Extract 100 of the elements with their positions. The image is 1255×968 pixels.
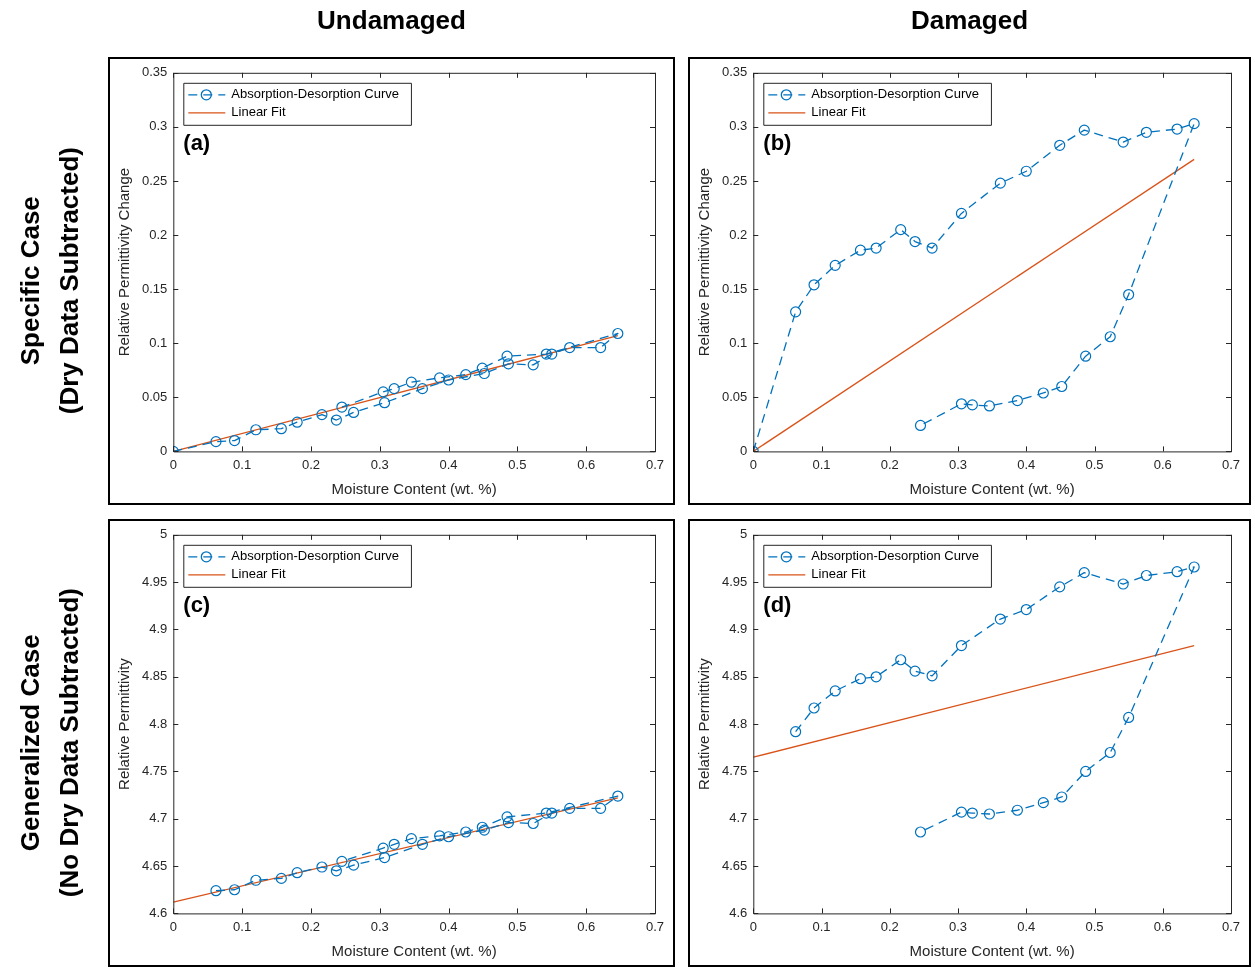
point bbox=[377, 842, 389, 854]
point bbox=[316, 861, 328, 873]
point bbox=[1056, 791, 1068, 803]
x-tick-label: 0.6 bbox=[577, 918, 596, 934]
point bbox=[955, 806, 968, 818]
point bbox=[926, 670, 938, 682]
y-tick-label: 0.1 bbox=[729, 334, 748, 350]
y-tick-label: 4.7 bbox=[149, 810, 168, 826]
y-tick-label: 0.35 bbox=[141, 64, 168, 80]
y-tick-label: 0 bbox=[740, 442, 748, 458]
point bbox=[291, 416, 303, 428]
x-tick-label: 0.3 bbox=[370, 918, 389, 934]
text: (Dry Data Subtracted) bbox=[53, 147, 85, 415]
x-tick-label: 0.2 bbox=[880, 918, 899, 934]
x-axis-title: Moisture Content (wt. %) bbox=[909, 480, 1075, 498]
point bbox=[829, 685, 841, 697]
point bbox=[994, 177, 1006, 189]
y-tick-label: 0.15 bbox=[141, 280, 168, 296]
point bbox=[909, 235, 921, 248]
y-tick-label: 4.9 bbox=[149, 621, 168, 637]
point bbox=[434, 372, 446, 384]
legend-label: Absorption-Desorption Curve bbox=[811, 548, 979, 564]
point bbox=[1020, 165, 1032, 177]
point bbox=[612, 790, 624, 802]
point bbox=[955, 398, 968, 410]
point bbox=[210, 436, 222, 448]
point bbox=[527, 359, 539, 371]
point bbox=[1171, 566, 1183, 578]
x-tick-label: 0.6 bbox=[577, 456, 596, 472]
point bbox=[895, 654, 907, 666]
y-axis-title: Relative Permittivity Change bbox=[695, 167, 713, 357]
point bbox=[316, 409, 328, 421]
annotation: (a) bbox=[183, 129, 211, 155]
point bbox=[1123, 711, 1135, 724]
point bbox=[790, 726, 802, 738]
legend-label: Absorption-Desorption Curve bbox=[231, 86, 399, 102]
annotation: (b) bbox=[763, 129, 792, 155]
point bbox=[546, 348, 558, 360]
point bbox=[1037, 387, 1049, 399]
point bbox=[460, 369, 472, 381]
x-tick-label: 0.4 bbox=[439, 918, 458, 934]
y-tick-label: 0.25 bbox=[721, 172, 748, 188]
y-tick-label: 4.85 bbox=[721, 668, 748, 684]
point bbox=[501, 350, 513, 362]
point bbox=[1078, 124, 1090, 136]
point bbox=[1011, 804, 1023, 816]
x-tick-label: 0.4 bbox=[1017, 918, 1036, 934]
chart-title: Undamaged bbox=[316, 5, 467, 36]
y-tick-label: 5 bbox=[160, 526, 168, 542]
y-tick-label: 4.6 bbox=[729, 904, 748, 920]
point bbox=[416, 383, 429, 395]
x-tick-label: 0.1 bbox=[812, 456, 831, 472]
point bbox=[1171, 123, 1183, 135]
y-tick-label: 4.9 bbox=[729, 621, 748, 637]
point bbox=[502, 358, 515, 370]
point bbox=[564, 802, 576, 814]
point bbox=[476, 362, 488, 374]
point bbox=[1054, 581, 1066, 593]
point bbox=[250, 874, 262, 886]
point bbox=[983, 808, 996, 820]
y-tick-label: 0.15 bbox=[721, 280, 748, 296]
point bbox=[854, 673, 867, 685]
point bbox=[1188, 118, 1200, 130]
x-tick-label: 0.1 bbox=[233, 456, 252, 472]
x-tick-label: 0.5 bbox=[508, 918, 527, 934]
x-tick-label: 0.4 bbox=[1017, 456, 1036, 472]
point bbox=[914, 826, 927, 838]
y-tick-label: 0.25 bbox=[141, 172, 168, 188]
x-tick-label: 0.2 bbox=[301, 918, 320, 934]
point bbox=[909, 665, 921, 677]
x-tick-label: 0.7 bbox=[645, 918, 665, 934]
point bbox=[378, 397, 391, 409]
point bbox=[460, 826, 472, 838]
point bbox=[405, 833, 417, 845]
y-tick-label: 4.95 bbox=[141, 573, 168, 589]
point bbox=[336, 401, 348, 413]
x-tick-label: 0.5 bbox=[508, 456, 527, 472]
y-tick-label: 0.2 bbox=[729, 226, 748, 242]
point bbox=[275, 423, 287, 435]
x-tick-label: 0.2 bbox=[880, 456, 899, 472]
y-axis-title: Relative Permittivity Change bbox=[115, 167, 133, 357]
x-tick-label: 0.6 bbox=[1153, 456, 1172, 472]
y-tick-label: 4.85 bbox=[141, 668, 168, 684]
point bbox=[564, 341, 576, 354]
y-tick-label: 0.05 bbox=[721, 388, 748, 404]
point bbox=[1117, 578, 1129, 590]
point bbox=[210, 885, 222, 897]
y-tick-label: 4.65 bbox=[141, 857, 168, 873]
point bbox=[1078, 567, 1090, 579]
point bbox=[1054, 139, 1066, 151]
point bbox=[955, 207, 968, 220]
point bbox=[478, 367, 490, 380]
y-tick-label: 4.75 bbox=[721, 763, 748, 778]
y-tick-label: 4.6 bbox=[149, 904, 168, 920]
point bbox=[405, 376, 417, 388]
y-tick-label: 0.35 bbox=[721, 64, 748, 80]
x-tick-label: 0.2 bbox=[301, 456, 320, 472]
y-axis-title: Relative Permittivity bbox=[115, 657, 133, 790]
legend-label: Absorption-Desorption Curve bbox=[811, 86, 979, 102]
annotation: (d) bbox=[763, 591, 792, 617]
